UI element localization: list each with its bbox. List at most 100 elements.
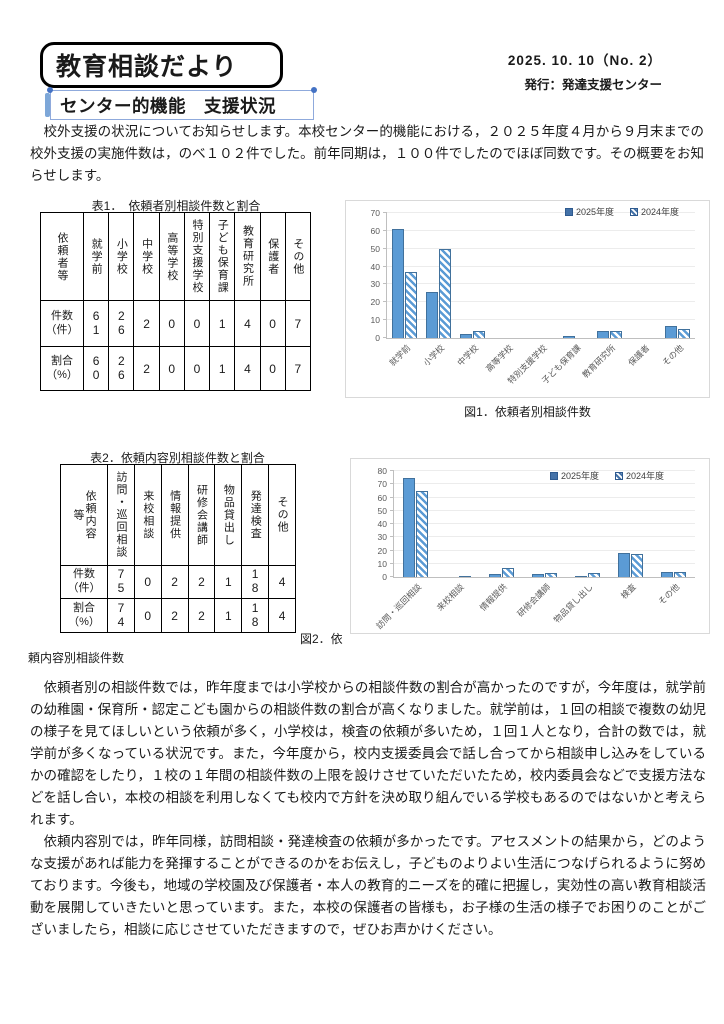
table-cell: 26	[108, 346, 135, 391]
cell-value: 2	[143, 316, 150, 331]
gridline	[394, 470, 695, 471]
table-corner-cell: 依頼者等	[40, 212, 84, 301]
x-category-label: 中学校	[455, 342, 481, 368]
table-cell: 0	[158, 300, 185, 347]
column-header-label: 来校相談	[141, 490, 154, 540]
table-row: 件数（件） 75 0 2 2 1 18 4	[60, 565, 296, 599]
chart-bar	[473, 330, 486, 338]
cell-value: 26	[117, 308, 125, 337]
vertical-text: 教育研究所	[235, 225, 259, 288]
chart-bar	[631, 554, 643, 577]
table-cell: 1	[214, 565, 243, 599]
column-header-label: 高等学校	[165, 231, 178, 282]
x-category-label: 訪問・巡回相談	[374, 581, 424, 631]
cell-value: 1	[224, 608, 232, 623]
y-tick-mark	[383, 247, 387, 249]
x-category-label: 来校相談	[435, 581, 467, 613]
y-tick-mark	[390, 536, 394, 538]
chart-bar	[665, 325, 678, 338]
column-header-label: 物品貸出し	[222, 483, 235, 547]
y-tick-label: 40	[377, 519, 387, 529]
y-tick-mark	[390, 523, 394, 524]
y-tick-label: 50	[377, 505, 387, 516]
selection-handle-icon	[47, 87, 53, 93]
chart-bar	[459, 575, 471, 577]
table-column-header: 訪問・巡回相談	[107, 464, 135, 566]
chart-legend: 2025年度 2024年度	[564, 205, 679, 218]
table-column-header: 就学前	[82, 212, 110, 301]
legend-label: 2025年度	[560, 471, 599, 481]
legend-marker-solid-icon	[564, 207, 573, 216]
table-cell: 26	[108, 300, 135, 347]
chart-bar	[678, 329, 691, 338]
gridline	[387, 301, 695, 303]
gridline	[387, 212, 695, 213]
column-header-label: 訪問・巡回相談	[114, 471, 127, 559]
bar-group: 子ども保育課	[540, 213, 588, 386]
legend-marker-hatched-icon	[629, 207, 638, 216]
cell-value: 1	[224, 575, 232, 589]
cell-value: 4	[244, 361, 251, 376]
table-cell: 2	[160, 565, 189, 599]
figure1-caption: 図1．依頼者別相談件数	[464, 405, 591, 419]
vertical-text: 中学校	[134, 238, 158, 276]
vertical-text: 依頼内容等	[61, 486, 107, 544]
vertical-text: 高等学校	[160, 232, 184, 282]
table-cell: 75	[107, 565, 135, 599]
table-cell: 0	[133, 565, 162, 599]
table-row-label: 割合（%）	[60, 598, 108, 633]
chart-plot-area: 0 10 20 30 40 50 60 70 就学前 小学校 中学校 高等学校 特別支援学校 子ども保育課…	[371, 208, 695, 386]
column-header-label: 教育研究所	[241, 225, 254, 288]
legend-item: 2024年度	[629, 205, 679, 218]
y-tick-mark	[383, 319, 387, 321]
vertical-text: 研修会講師	[189, 484, 215, 547]
table-cell: 2	[133, 300, 160, 347]
issue-date: 2025. 10. 10（No. 2）	[507, 53, 662, 68]
table-cell: 4	[234, 346, 261, 391]
x-category-label: 研修会講師	[515, 581, 553, 619]
section-title: センター的機能 支援状況	[60, 95, 276, 116]
bar-group: その他	[656, 471, 686, 607]
table-cell: 2	[133, 346, 160, 391]
column-header-label: 中学校	[140, 237, 153, 276]
bar-group: 特別支援学校	[506, 213, 553, 386]
chart-legend: 2025年度 2024年度	[549, 469, 664, 482]
column-header-label: その他	[291, 237, 304, 276]
gridline	[394, 562, 695, 564]
vertical-text: 小学校	[109, 238, 133, 276]
cell-value: 60	[92, 353, 100, 382]
column-header-label: 情報提供	[168, 490, 181, 540]
table-content-counts: 依頼内容等 訪問・巡回相談 来校相談 情報提供 研修会講師 物品貸出し 発達検査 その他 件数（…	[60, 464, 296, 633]
table-cell: 2	[160, 598, 189, 633]
chart-bar	[588, 573, 600, 577]
column-header-label: 小学校	[115, 237, 128, 276]
column-header-label: 就学前	[90, 237, 103, 276]
chart-bar	[391, 229, 404, 338]
table-column-header: 高等学校	[158, 212, 185, 301]
vertical-text: その他	[269, 496, 295, 534]
intro-paragraph: 校外支援の状況についてお知らせします。本校センター的機能における，２０２５年度４…	[30, 124, 704, 183]
table-row: 割合（%） 60 26 2 0 0 1 4 0 7	[40, 346, 312, 391]
x-category-label: 情報提供	[478, 581, 510, 613]
bar-group: 検査	[618, 471, 643, 601]
newsletter-title: 教育相談だより	[56, 53, 238, 81]
table-column-header: 教育研究所	[234, 212, 261, 301]
cell-value: 61	[92, 308, 100, 337]
table-cell: 4	[268, 565, 296, 599]
table-column-header: その他	[284, 212, 312, 301]
chart-bar	[416, 490, 428, 577]
table-column-header: 小学校	[108, 212, 135, 301]
table-cell: 1	[214, 598, 243, 633]
table1-caption: 表1． 依頼者別相談件数と割合	[91, 199, 261, 213]
table-cell: 0	[158, 346, 185, 391]
cell-value: 0	[193, 361, 201, 376]
chart-bar	[502, 567, 514, 577]
chart-plot-area: 0 10 20 30 40 50 60 70 80 訪問・巡回相談 来校相談 情報提供 研修会講師 物品貸…	[374, 466, 695, 631]
table-cell: 60	[82, 346, 110, 391]
gridline	[394, 549, 695, 551]
legend-item: 2025年度	[549, 469, 599, 482]
table-cell: 7	[284, 346, 312, 391]
table-column-header: 発達検査	[241, 464, 270, 566]
bar-group: 研修会講師	[515, 471, 557, 619]
chart-bar	[596, 330, 609, 338]
